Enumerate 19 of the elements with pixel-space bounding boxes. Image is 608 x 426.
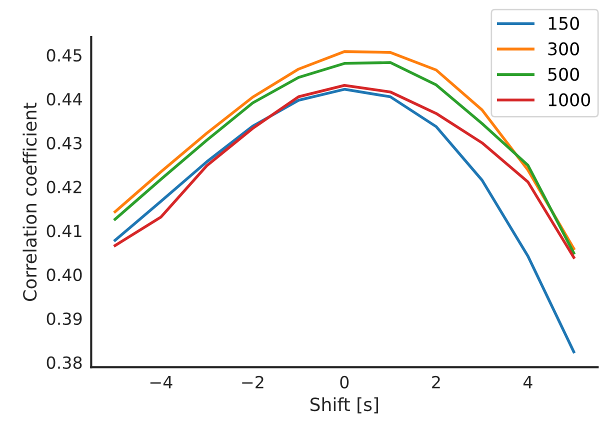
legend-label: 300 (548, 42, 579, 56)
y-tick-label: 0.41 (46, 224, 82, 238)
y-tick-label: 0.38 (46, 356, 82, 369)
y-tick-label: 0.42 (46, 180, 82, 194)
y-tick-label: 0.43 (46, 136, 82, 150)
y-axis-title: Correlation coefficient (22, 102, 37, 301)
x-tick-label: 0 (340, 376, 349, 388)
legend-label: 1000 (548, 93, 590, 106)
x-tick-label: −2 (242, 376, 264, 388)
x-tick-label: 2 (432, 376, 440, 388)
y-tick-label: 0.44 (46, 92, 82, 106)
x-axis-title: Shift [s] (310, 397, 378, 414)
x-tick-label: 4 (523, 376, 532, 388)
y-tick-label: 0.40 (46, 268, 82, 282)
legend-label: 500 (548, 68, 579, 81)
x-tick-label: −4 (150, 376, 172, 388)
legend-label: 150 (548, 16, 579, 30)
y-tick-label: 0.39 (46, 312, 82, 326)
y-tick-label: 0.45 (46, 49, 82, 62)
